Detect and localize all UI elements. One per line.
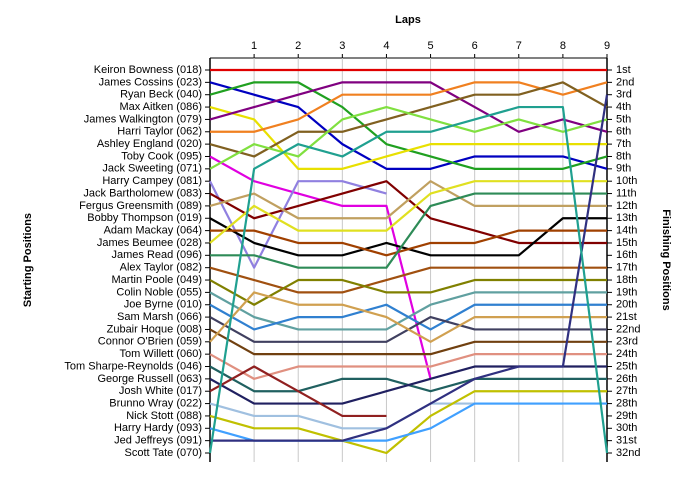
- legend-label: James Cossins (023): [99, 76, 202, 88]
- finish-label: 23rd: [616, 336, 638, 348]
- finish-label: 25th: [616, 360, 637, 372]
- series-line: [209, 303, 607, 331]
- legend-label: Adam Mackay (064): [104, 225, 202, 237]
- series-line: [209, 353, 607, 380]
- series-line: [210, 94, 609, 442]
- legend-label: James Read (096): [112, 249, 203, 261]
- series-line: [209, 266, 607, 294]
- x-tick-label: 7: [516, 40, 522, 52]
- legend-label: Harri Taylor (062): [117, 126, 202, 138]
- legend-label: Joe Byrne (010): [124, 299, 202, 311]
- x-tick-label: 4: [383, 40, 389, 52]
- finish-label: 19th: [616, 286, 637, 298]
- finish-label: 16th: [616, 249, 637, 261]
- legend-label: Keiron Bowness (018): [94, 64, 202, 76]
- finish-label: 24th: [616, 348, 637, 360]
- x-tick-label: 6: [472, 40, 478, 52]
- legend-label: Harry Campey (081): [102, 175, 202, 187]
- legend-label: Jed Jeffreys (091): [114, 435, 202, 447]
- chart-title: Laps: [395, 14, 421, 26]
- legend-label: Jack Sweeting (071): [102, 163, 202, 175]
- finish-label: 7th: [616, 138, 631, 150]
- finish-label: 4th: [616, 101, 631, 113]
- legend-label: Sam Marsh (066): [117, 311, 202, 323]
- series-line: [209, 180, 387, 269]
- legend-label: Martin Poole (049): [112, 274, 203, 286]
- finish-label: 1st: [616, 64, 631, 76]
- x-tick-label: 9: [604, 40, 610, 52]
- legend-label: Alex Taylor (082): [120, 262, 202, 274]
- finish-label: 12th: [616, 200, 637, 212]
- legend-label: Max Aitken (086): [119, 101, 202, 113]
- finish-label: 20th: [616, 299, 637, 311]
- finish-label: 5th: [616, 113, 631, 125]
- finish-label: 8th: [616, 150, 631, 162]
- finish-label: 17th: [616, 262, 637, 274]
- finish-label: 13th: [616, 212, 637, 224]
- series-line: [209, 291, 607, 343]
- finish-label: 29th: [616, 410, 637, 422]
- legend-label: George Russell (063): [97, 373, 202, 385]
- legend-label: James Beumee (028): [97, 237, 202, 249]
- finish-label: 30th: [616, 422, 637, 434]
- finish-label: 3rd: [616, 89, 632, 101]
- series-line: [209, 180, 607, 244]
- finish-label: 21st: [616, 311, 637, 323]
- legend-label: Ryan Beck (040): [120, 89, 202, 101]
- legend-label: Josh White (017): [119, 385, 202, 397]
- legend-label: Harry Hardy (093): [114, 422, 202, 434]
- legend-label: Nick Stott (088): [126, 410, 202, 422]
- legend-label: Jack Bartholomew (083): [83, 187, 202, 199]
- series-line: [209, 278, 607, 306]
- x-tick-label: 8: [560, 40, 566, 52]
- x-tick-label: 1: [251, 40, 257, 52]
- series-line: [210, 229, 607, 257]
- finish-label: 11th: [616, 187, 637, 199]
- legend-label: Fergus Greensmith (089): [79, 200, 202, 212]
- legend-label: Colin Noble (055): [116, 286, 202, 298]
- legend-label: Ashley England (020): [97, 138, 202, 150]
- finish-label: 6th: [616, 126, 631, 138]
- x-tick-label: 5: [427, 40, 433, 52]
- legend-label: Brunno Wray (022): [109, 397, 202, 409]
- finish-label: 9th: [616, 163, 631, 175]
- finish-label: 15th: [616, 237, 637, 249]
- x-tick-label: 2: [295, 40, 301, 52]
- legend-label: Toby Cook (095): [121, 150, 202, 162]
- legend-label: Tom Sharpe-Reynolds (046): [64, 360, 202, 372]
- finish-label: 28th: [616, 397, 637, 409]
- x-tick-label: 3: [339, 40, 345, 52]
- series-line: [209, 365, 387, 418]
- finish-label: 26th: [616, 373, 637, 385]
- finish-label: 14th: [616, 225, 637, 237]
- finish-label: 18th: [616, 274, 637, 286]
- series-line: [208, 105, 609, 454]
- series-line: [209, 180, 607, 220]
- legend-label: James Walkington (079): [84, 113, 202, 125]
- series-line: [209, 328, 607, 356]
- legend-label: Scott Tate (070): [125, 447, 202, 459]
- finish-label: 32nd: [616, 447, 640, 459]
- finish-label: 27th: [616, 385, 637, 397]
- legend-label: Zubair Hoque (008): [107, 323, 202, 335]
- legend-label: Tom Willett (060): [119, 348, 202, 360]
- y2-axis-title: Finishing Positions: [660, 209, 672, 310]
- y-axis-title: Starting Positions: [22, 213, 34, 307]
- finish-label: 2nd: [616, 76, 634, 88]
- series-line: [209, 105, 608, 170]
- legend-label: Connor O'Brien (059): [98, 336, 202, 348]
- finish-label: 22nd: [616, 323, 640, 335]
- finish-label: 10th: [616, 175, 637, 187]
- finish-label: 31st: [616, 435, 637, 447]
- legend-label: Bobby Thompson (019): [87, 212, 202, 224]
- series-line: [210, 192, 607, 269]
